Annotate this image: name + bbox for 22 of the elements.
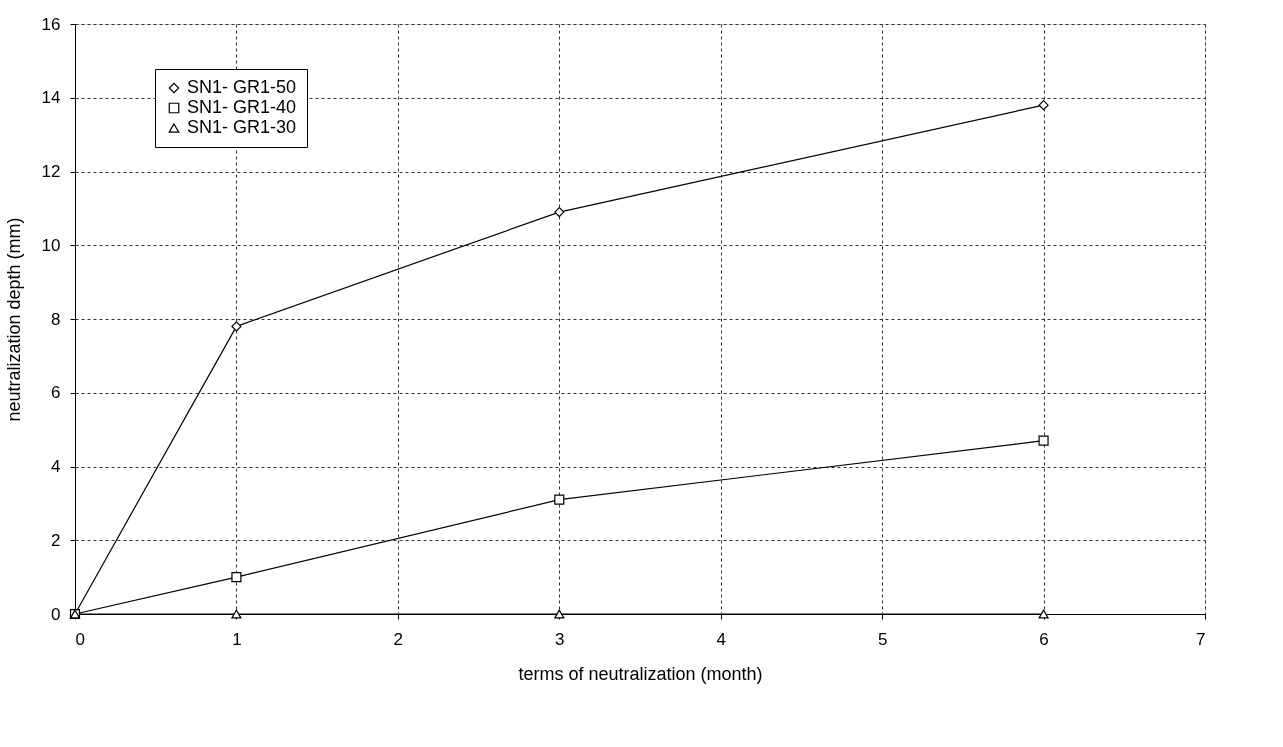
- y-tick-label: 6: [51, 383, 61, 403]
- y-tick-label: 4: [51, 457, 61, 476]
- x-tick-label: 6: [1039, 629, 1049, 649]
- y-tick-label: 12: [41, 162, 61, 181]
- legend-label: SN1- GR1-40: [187, 97, 297, 117]
- x-tick-label: 3: [555, 629, 565, 649]
- legend-label: SN1- GR1-30: [187, 117, 297, 137]
- y-tick-label: 16: [41, 14, 61, 34]
- x-tick-label: 2: [393, 629, 404, 649]
- y-tick-label: 10: [41, 235, 61, 255]
- y-tick-label: 8: [51, 309, 61, 329]
- y-axis-title: neutralization depth (mm): [3, 217, 24, 422]
- y-tick-label: 2: [51, 530, 61, 550]
- y-tick-label: 0: [51, 604, 61, 624]
- x-tick-label: 1: [232, 629, 242, 649]
- x-tick-label: 0: [75, 629, 85, 649]
- x-tick-label: 4: [716, 629, 726, 649]
- x-tick-label: 7: [1196, 629, 1206, 649]
- legend-label: SN1- GR1-50: [187, 77, 297, 97]
- y-tick-label: 14: [41, 88, 61, 108]
- x-tick-label: 5: [877, 629, 888, 649]
- x-axis-title: terms of neutralization (month): [518, 663, 763, 684]
